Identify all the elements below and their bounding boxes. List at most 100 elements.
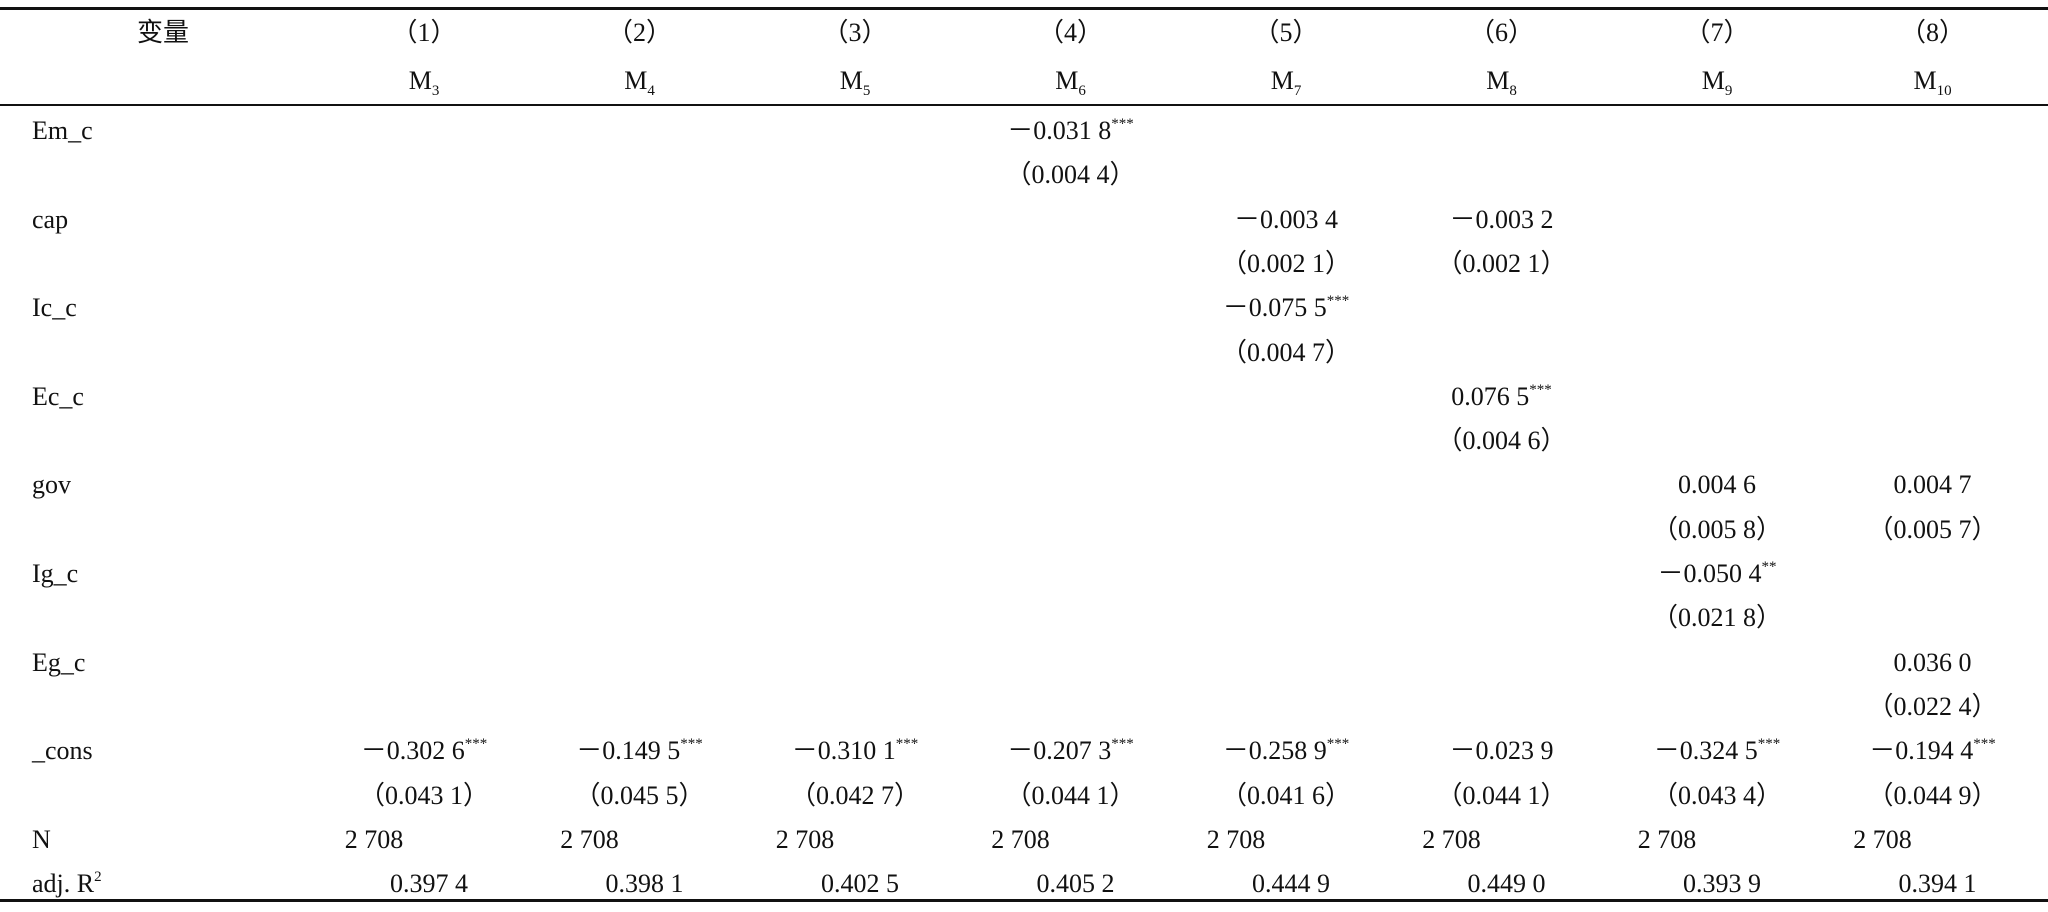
n-text: 2 708 — [1853, 824, 1912, 854]
standard-error: （0.043 1） — [359, 781, 489, 811]
model-subscript: 3 — [431, 83, 440, 99]
coefficient: －0.075 5*** — [1223, 293, 1350, 323]
r2-value: 0.449 0 — [1468, 869, 1546, 899]
standard-error-value: （0.004 4） — [1005, 160, 1136, 190]
r2-text: 0.398 1 — [605, 869, 684, 899]
standard-error: （0.002 1） — [1221, 249, 1351, 279]
column-number-text: （4） — [1037, 18, 1104, 47]
significance-stars: *** — [1757, 736, 1781, 753]
standard-error-value: （0.044 1） — [1005, 780, 1136, 810]
model-name: M — [1486, 66, 1510, 95]
row-label: Em_c — [32, 116, 93, 146]
significance-stars: *** — [1111, 116, 1134, 132]
standard-error: （0.002 1） — [1436, 249, 1566, 279]
r2-value: 0.394 1 — [1899, 869, 1977, 899]
standard-error-value: （0.002 1） — [1436, 248, 1567, 278]
variable-name: Em_c — [32, 116, 93, 145]
n-text: 2 708 — [344, 824, 404, 854]
standard-error-value: （0.042 7） — [789, 780, 921, 810]
row-label: cap — [32, 205, 68, 235]
n-value: 2 708 — [560, 825, 619, 855]
column-number-text: （3） — [822, 18, 888, 47]
coefficient-value: －0.023 9 — [1449, 736, 1554, 766]
model-name: M — [839, 66, 863, 95]
column-number: （2） — [607, 18, 672, 48]
header-label: 变量 — [137, 18, 189, 48]
standard-error: （0.045 5） — [574, 781, 704, 811]
model-name: M — [624, 66, 648, 95]
coefficient: －0.050 4** — [1657, 559, 1776, 589]
column-number-text: （7） — [1684, 18, 1750, 47]
r2-label: adj. R — [32, 869, 95, 899]
coefficient: －0.258 9*** — [1223, 736, 1350, 766]
coefficient-value: －0.075 5 — [1222, 293, 1327, 323]
coefficient-value: －0.031 8 — [1007, 116, 1112, 145]
standard-error-value: （0.005 8） — [1651, 514, 1783, 544]
coefficient: 0.004 7 — [1894, 470, 1972, 500]
model-subscript: 5 — [862, 83, 871, 99]
n-label: N — [32, 824, 51, 854]
row-label: _cons — [32, 736, 93, 766]
coefficient: 0.036 0 — [1894, 648, 1972, 678]
r2-value: 0.405 2 — [1037, 869, 1115, 899]
model-subscript: 10 — [1936, 83, 1952, 99]
header-text: 变量 — [136, 18, 190, 47]
column-model: M8 — [1486, 66, 1517, 99]
bottom-rule — [0, 899, 2048, 902]
coefficient: －0.003 4 — [1234, 205, 1338, 235]
coefficient: －0.023 9 — [1449, 736, 1553, 766]
standard-error: （0.044 1） — [1436, 781, 1566, 811]
standard-error-value: （0.002 1） — [1220, 248, 1352, 278]
coefficient-value: －0.003 2 — [1449, 204, 1554, 234]
standard-error: （0.021 8） — [1652, 603, 1782, 633]
standard-error: （0.004 4） — [1005, 160, 1135, 190]
significance-stars: *** — [895, 736, 919, 753]
coefficient-value: －0.003 4 — [1233, 204, 1339, 234]
coefficient-value: 0.004 7 — [1893, 470, 1972, 500]
top-rule — [0, 7, 2048, 10]
n-value: 2 708 — [776, 825, 835, 855]
r2-text: 0.449 0 — [1467, 869, 1546, 899]
coefficient: 0.076 5*** — [1451, 382, 1552, 412]
coefficient: －0.003 2 — [1449, 205, 1553, 235]
n-value: 2 708 — [345, 825, 404, 855]
significance-stars: *** — [1111, 736, 1134, 753]
r2-text: 0.402 5 — [821, 869, 899, 899]
r2-text: 0.444 9 — [1252, 869, 1330, 899]
r2-value: 0.398 1 — [606, 869, 684, 899]
coefficient-value: －0.050 4 — [1657, 559, 1762, 588]
column-model: M5 — [839, 66, 871, 99]
row-label: Ic_c — [32, 293, 77, 323]
n-text: 2 708 — [560, 824, 619, 854]
column-number: （3） — [822, 18, 887, 48]
model-subscript: 7 — [1293, 83, 1302, 99]
model-name: M — [1055, 66, 1079, 95]
row-label: gov — [32, 470, 71, 500]
n-value: 2 708 — [1207, 825, 1266, 855]
column-number-text: （2） — [606, 18, 673, 47]
variable-name: Ig_c — [32, 559, 79, 588]
column-number: （8） — [1900, 18, 1965, 48]
coefficient: －0.207 3*** — [1007, 736, 1134, 766]
column-model: M4 — [624, 66, 655, 99]
coefficient-value: －0.324 5 — [1653, 736, 1758, 766]
column-number: （6） — [1469, 18, 1534, 48]
standard-error-value: （0.021 8） — [1651, 603, 1783, 633]
standard-error-value: （0.043 1） — [358, 780, 490, 810]
n-text: 2 708 — [1422, 824, 1481, 854]
n-text: 2 708 — [991, 824, 1050, 854]
significance-stars: *** — [1326, 736, 1350, 753]
standard-error-value: （0.044 1） — [1436, 780, 1567, 810]
standard-error-value: （0.041 6） — [1220, 780, 1352, 810]
n-text: 2 708 — [775, 824, 835, 854]
coefficient: －0.324 5*** — [1654, 736, 1781, 766]
coefficient-value: 0.076 5 — [1451, 381, 1530, 411]
standard-error: （0.005 7） — [1867, 515, 1997, 545]
standard-error-value: （0.044 9） — [1867, 780, 1998, 810]
standard-error: （0.042 7） — [790, 781, 920, 811]
variable-name: cap — [32, 204, 69, 234]
standard-error: （0.004 6） — [1436, 426, 1566, 456]
standard-error: （0.044 9） — [1867, 781, 1997, 811]
column-model: M6 — [1055, 66, 1086, 99]
